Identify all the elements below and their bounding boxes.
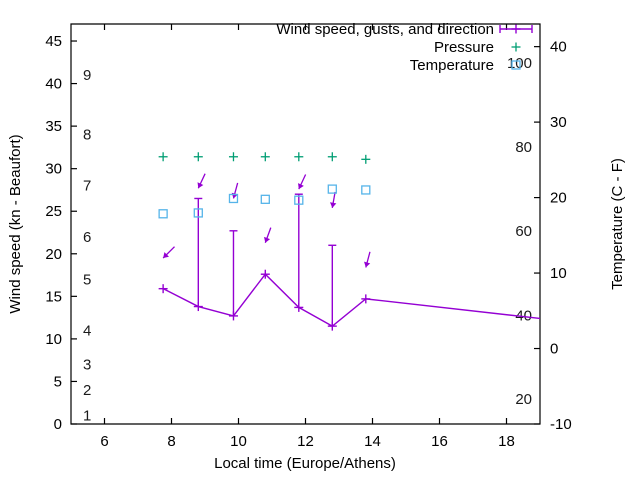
temperature-marker bbox=[193, 208, 203, 218]
wind-direction-arrow bbox=[197, 173, 206, 189]
y2-tick-label: 30 bbox=[550, 114, 567, 131]
wind-speed-polyline bbox=[162, 273, 541, 327]
y-tick-label: 15 bbox=[45, 288, 62, 305]
beaufort-label: 6 bbox=[83, 229, 91, 246]
x-axis-label: Local time (Europe/Athens) bbox=[214, 455, 396, 472]
legend-label: Pressure bbox=[434, 39, 494, 56]
fahrenheit-label: 20 bbox=[515, 391, 532, 408]
gust-bar bbox=[229, 230, 238, 316]
temperature-marker bbox=[260, 194, 270, 204]
beaufort-label: 4 bbox=[83, 322, 91, 339]
x-tick-label: 8 bbox=[167, 433, 175, 450]
x-tick-label: 14 bbox=[364, 433, 381, 450]
pressure-marker bbox=[193, 152, 203, 162]
beaufort-label: 9 bbox=[83, 67, 91, 84]
y-axis-label: Wind speed (kn - Beaufort) bbox=[7, 134, 24, 313]
fahrenheit-label: 40 bbox=[515, 307, 532, 324]
beaufort-label: 8 bbox=[83, 127, 91, 144]
pressure-points bbox=[158, 152, 371, 164]
x-tick-label: 18 bbox=[498, 433, 515, 450]
wind-direction-arrow bbox=[298, 174, 307, 190]
wind-speed-marker bbox=[158, 284, 168, 294]
temperature-marker bbox=[327, 184, 337, 194]
chart-legend[interactable]: Wind speed, gusts, and directionPressure… bbox=[276, 21, 533, 74]
y-tick-label: 30 bbox=[45, 161, 62, 178]
y2-tick-label: 20 bbox=[550, 190, 567, 207]
y2-axis-label: Temperature (C - F) bbox=[609, 158, 626, 290]
y-tick-label: 45 bbox=[45, 33, 62, 50]
fahrenheit-label: 80 bbox=[515, 139, 532, 156]
beaufort-label: 7 bbox=[83, 178, 91, 195]
wind-speed-marker bbox=[327, 321, 337, 331]
x-tick-label: 6 bbox=[100, 433, 108, 450]
wind-gust-bars bbox=[194, 193, 337, 327]
wind-direction-arrow bbox=[264, 227, 272, 243]
wind-speed-markers bbox=[158, 269, 371, 331]
beaufort-label: 5 bbox=[83, 271, 91, 288]
pressure-marker bbox=[294, 152, 304, 162]
beaufort-scale-labels: 1 2 3 4 5 6 7 8 9 bbox=[83, 67, 91, 424]
y-tick-label: 20 bbox=[45, 246, 62, 263]
pressure-marker bbox=[158, 152, 168, 162]
legend-entry[interactable]: Pressure bbox=[434, 39, 521, 56]
wind-direction-arrow bbox=[364, 251, 371, 268]
legend-label: Wind speed, gusts, and direction bbox=[276, 21, 494, 38]
y2-axis-ticks: -10 0 10 20 30 40 bbox=[534, 39, 572, 433]
temperature-marker bbox=[294, 195, 304, 205]
x-tick-label: 10 bbox=[230, 433, 247, 450]
temperature-marker bbox=[361, 185, 371, 195]
y2-tick-label: -10 bbox=[550, 416, 572, 433]
x-tick-label: 12 bbox=[297, 433, 314, 450]
y-tick-label: 10 bbox=[45, 331, 62, 348]
temperature-marker bbox=[158, 209, 168, 219]
legend-label: Temperature bbox=[410, 57, 494, 74]
beaufort-label: 1 bbox=[83, 407, 91, 424]
wind-speed-marker bbox=[260, 269, 270, 279]
wind-speed-marker bbox=[361, 294, 371, 304]
y2-tick-label: 40 bbox=[550, 39, 567, 56]
pressure-marker bbox=[327, 152, 337, 162]
y-tick-label: 0 bbox=[54, 416, 62, 433]
legend-entry[interactable]: Wind speed, gusts, and direction bbox=[276, 21, 533, 38]
fahrenheit-label: 60 bbox=[515, 223, 532, 240]
pressure-marker bbox=[361, 154, 371, 164]
y-tick-label: 5 bbox=[54, 373, 62, 390]
y-tick-label: 40 bbox=[45, 76, 62, 93]
wind-speed-marker bbox=[228, 311, 238, 321]
x-tick-label: 16 bbox=[431, 433, 448, 450]
wind-speed-marker bbox=[193, 302, 203, 312]
beaufort-label: 3 bbox=[83, 356, 91, 373]
x-axis-ticks: 6 8 10 12 14 16 18 bbox=[100, 24, 515, 450]
wind-direction-arrow bbox=[330, 191, 337, 208]
y-axis-ticks: 0 5 10 15 20 25 30 35 40 45 bbox=[45, 33, 77, 433]
y-tick-label: 25 bbox=[45, 203, 62, 220]
temperature-points bbox=[158, 184, 371, 219]
beaufort-label: 2 bbox=[83, 382, 91, 399]
y2-tick-label: 10 bbox=[550, 265, 567, 282]
wind-speed-line bbox=[162, 273, 541, 327]
gust-bar bbox=[328, 244, 337, 327]
y-tick-label: 35 bbox=[45, 118, 62, 135]
wind-speed-marker bbox=[294, 302, 304, 312]
gust-bar bbox=[294, 193, 303, 308]
pressure-marker bbox=[228, 152, 238, 162]
wind-direction-arrow bbox=[162, 246, 175, 259]
temperature-marker bbox=[228, 193, 239, 204]
pressure-marker bbox=[260, 152, 270, 162]
legend-entry[interactable]: Temperature bbox=[410, 57, 521, 74]
y2-tick-label: 0 bbox=[550, 341, 558, 358]
